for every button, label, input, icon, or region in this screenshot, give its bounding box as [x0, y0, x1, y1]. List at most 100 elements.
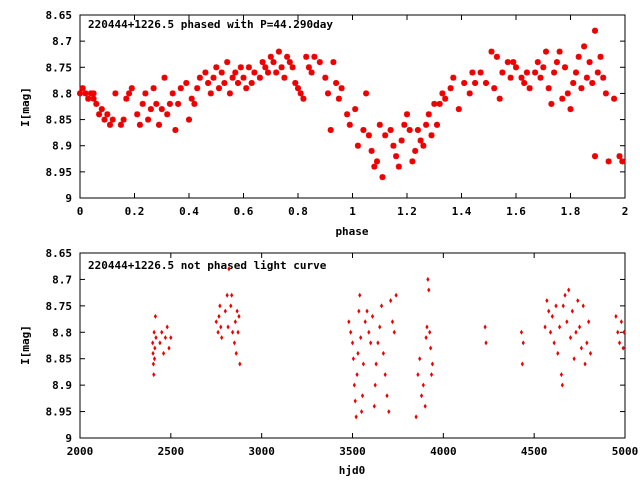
unphased-data-point	[583, 361, 587, 367]
phased-data-point	[466, 90, 473, 97]
phased-data-point	[360, 127, 367, 133]
phased-data-point	[251, 69, 258, 76]
phased-plot-ticks: 0 0.2 0.4 0.6 0.8 1 1.2 1.4 1.6 1.8 2 8.65 8.7 8.75 8.…	[46, 9, 629, 218]
phased-data-point	[186, 116, 192, 123]
phased-data-point	[196, 74, 203, 81]
unphased-data-point	[238, 361, 242, 367]
phased-data-point	[265, 69, 271, 76]
phased-data-point	[583, 74, 590, 81]
phased-data-point	[390, 142, 397, 149]
phased-data-point	[420, 142, 427, 149]
phased-data-point	[221, 80, 228, 86]
phased-x-tick-label: 0.8	[288, 205, 308, 218]
unphased-data-point	[392, 329, 396, 335]
phased-data-point	[210, 74, 217, 81]
phased-data-point	[504, 59, 511, 66]
phased-data-point	[371, 163, 378, 170]
phased-y-tick-label: 8.85	[46, 114, 73, 127]
phased-x-tick-label: 1.6	[506, 205, 526, 218]
unphased-data-point	[360, 393, 365, 399]
unphased-data-point	[622, 329, 626, 335]
phased-data-point	[472, 80, 479, 86]
phased-data-point	[401, 121, 408, 128]
unphased-data-point	[419, 393, 424, 399]
unphased-data-point	[390, 319, 395, 325]
phased-data-point	[387, 127, 394, 133]
phased-data-point	[376, 121, 383, 128]
phased-data-point	[578, 85, 585, 92]
phased-y-tick-label: 8.8	[52, 87, 72, 100]
phased-data-point	[327, 127, 334, 133]
phased-data-point	[493, 53, 500, 60]
phased-data-point	[553, 59, 560, 66]
phased-data-point	[90, 95, 97, 102]
phased-data-point	[245, 64, 252, 71]
phased-data-point	[330, 59, 337, 66]
unphased-x-tick-label: 5000	[612, 445, 639, 458]
unphased-data-point	[389, 298, 393, 304]
phased-data-point	[164, 111, 171, 118]
phased-data-point	[112, 90, 119, 97]
unphased-data-point	[423, 403, 427, 409]
unphased-data-point	[152, 372, 156, 378]
phased-data-point	[295, 85, 301, 92]
phased-data-point	[423, 121, 430, 128]
phased-data-point	[311, 53, 318, 60]
phased-data-point	[575, 53, 582, 60]
phased-data-point	[322, 74, 329, 81]
phased-data-point	[216, 85, 222, 92]
phased-data-point	[600, 74, 607, 81]
phased-data-point	[90, 90, 97, 97]
unphased-x-tick-label: 3000	[248, 445, 275, 458]
unphased-data-point	[567, 287, 571, 293]
phased-plot-x-axis-label: phase	[335, 225, 368, 238]
unphased-y-tick-label: 8.85	[46, 353, 73, 366]
phased-data-point	[166, 100, 173, 107]
unphased-data-point	[373, 382, 377, 388]
unphased-data-point	[231, 329, 235, 335]
phased-data-point	[616, 153, 623, 160]
phased-data-point	[109, 116, 116, 123]
phased-data-point	[237, 64, 244, 71]
unphased-data-point	[429, 345, 433, 351]
phased-data-point	[289, 64, 296, 71]
unphased-data-point	[616, 329, 620, 335]
unphased-data-point	[367, 329, 371, 335]
phased-data-point	[496, 95, 503, 102]
phased-data-point	[275, 48, 282, 55]
unphased-data-point	[161, 350, 166, 356]
phased-data-point	[455, 106, 462, 113]
unphased-data-point	[568, 335, 573, 341]
phased-data-point	[240, 74, 247, 81]
unphased-data-point	[227, 266, 231, 272]
unphased-data-point	[235, 308, 239, 314]
phased-data-point	[207, 90, 214, 97]
phased-data-point	[404, 111, 410, 118]
phased-plot-title: 220444+1226.5 phased with P=44.290day	[88, 18, 333, 31]
unphased-data-point	[416, 372, 420, 378]
unphased-data-point	[365, 308, 369, 314]
unphased-data-point	[355, 372, 359, 378]
unphased-data-point	[484, 340, 488, 346]
phased-x-tick-label: 1.8	[561, 205, 581, 218]
phased-data-point	[573, 69, 579, 76]
unphased-data-point	[363, 319, 367, 325]
unphased-data-point	[576, 298, 580, 304]
unphased-data-point	[521, 340, 525, 346]
phased-x-tick-label: 0.2	[125, 205, 145, 218]
unphased-data-point	[223, 308, 227, 314]
unphased-data-point	[167, 345, 171, 351]
phased-data-point	[305, 64, 312, 71]
phased-data-point	[395, 163, 402, 170]
phased-data-point	[507, 74, 514, 81]
phased-data-point	[256, 74, 263, 81]
unphased-data-point	[381, 350, 385, 356]
unphased-data-point	[160, 329, 164, 335]
phased-data-point	[300, 95, 307, 102]
unphased-data-point	[378, 324, 382, 330]
unphased-plot-y-axis-label: I[mag]	[19, 325, 32, 365]
phased-data-point	[175, 100, 182, 107]
unphased-data-point	[427, 287, 431, 293]
phased-data-point	[107, 121, 113, 128]
